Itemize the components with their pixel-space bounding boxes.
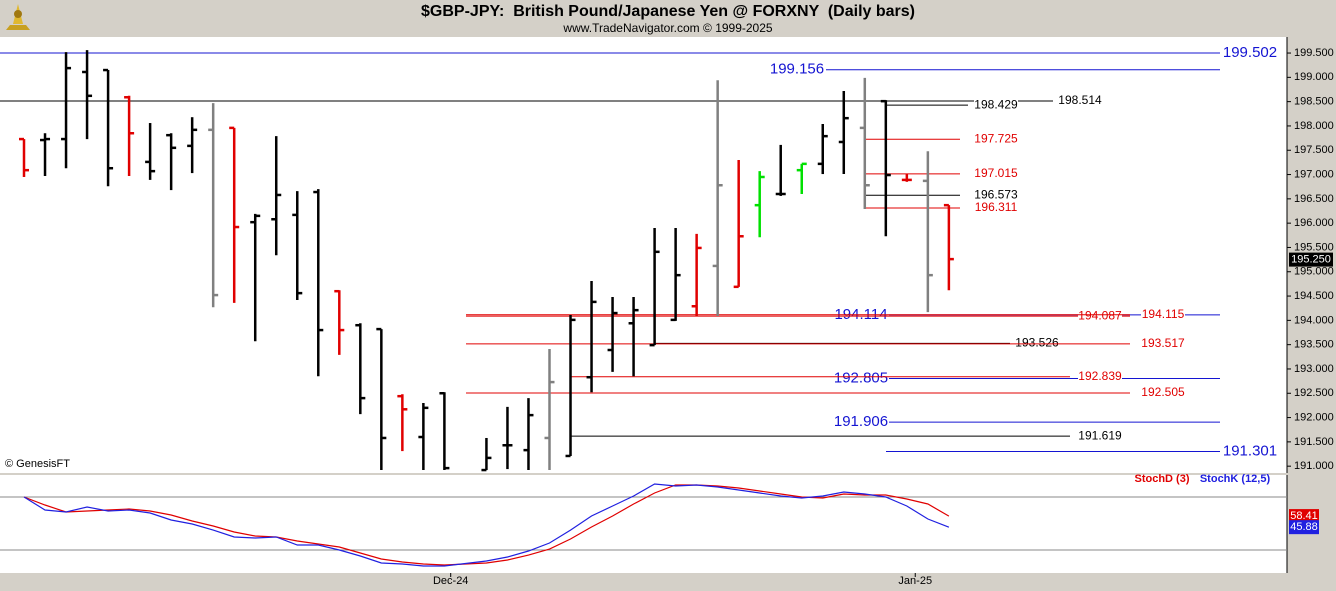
level-label: 196.573 (974, 187, 1018, 201)
price-panel (0, 37, 1287, 473)
level-label: 193.517 (1141, 336, 1185, 350)
y-tick-label: 199.500 (1294, 47, 1334, 59)
annotation: © GenesisFT (5, 458, 70, 470)
level-label: 196.311 (975, 200, 1018, 214)
level-label-bg (833, 370, 889, 387)
level-label: 192.505 (1141, 385, 1185, 399)
y-tick-label: 192.500 (1294, 387, 1334, 399)
legend-entry: StochD (3) (1135, 473, 1190, 485)
y-tick-label: 199.000 (1294, 71, 1334, 83)
level-label-bg (1141, 385, 1185, 402)
level-label: 198.514 (1058, 93, 1102, 107)
level-label: 194.087 (1078, 308, 1122, 322)
level-label-bg (769, 61, 825, 78)
level-label: 192.805 (834, 369, 888, 386)
level-label: 194.115 (1142, 307, 1185, 321)
value-label: 58.41 (1290, 510, 1318, 522)
x-tick-label: Dec-24 (433, 575, 468, 587)
y-tick-label: 192.000 (1294, 411, 1334, 423)
level-label-bg (833, 414, 889, 431)
value-label: 45.88 (1290, 521, 1318, 533)
level-label: 197.725 (974, 131, 1018, 145)
level-label-bg (1222, 443, 1278, 460)
level-label: 199.502 (1223, 44, 1277, 61)
y-tick-label: 191.000 (1294, 460, 1334, 472)
y-tick-label: 196.500 (1294, 193, 1334, 205)
level-label-bg (1078, 428, 1122, 445)
level-label: 193.526 (1015, 336, 1059, 350)
level-label: 191.906 (834, 413, 888, 430)
level-label: 199.156 (770, 61, 824, 78)
chart-subtitle: www.TradeNavigator.com © 1999-2025 (562, 21, 772, 35)
y-tick-label: 197.500 (1294, 144, 1334, 156)
level-label-bg (1222, 44, 1278, 61)
level-label-bg (974, 131, 1018, 148)
legend-entry: StochK (12,5) (1200, 473, 1271, 485)
level-label-bg (1078, 368, 1122, 385)
level-label-bg (974, 97, 1018, 114)
value-label-box (1289, 509, 1319, 524)
y-tick-label: 194.500 (1294, 290, 1334, 302)
stoch-line (23, 484, 950, 566)
y-tick-label: 195.000 (1294, 266, 1334, 278)
last-price-label: 195.250 (1291, 254, 1331, 266)
level-label: 191.301 (1223, 443, 1277, 460)
y-tick-label: 195.500 (1294, 241, 1334, 253)
y-tick-label: 194.000 (1294, 314, 1334, 326)
level-label: 198.429 (974, 97, 1018, 111)
y-tick-label: 193.000 (1294, 363, 1334, 375)
x-tick-label: Jan-25 (898, 575, 932, 587)
y-tick-label: 197.000 (1294, 168, 1334, 180)
chart-title: $GBP-JPY: British Pound/Japanese Yen @ F… (421, 3, 915, 20)
last-price-box (1289, 252, 1333, 267)
y-tick-label: 191.500 (1294, 436, 1334, 448)
level-label-bg (1078, 308, 1122, 325)
level-label: 197.015 (974, 166, 1018, 180)
level-label-bg (1141, 335, 1185, 352)
value-label-box (1289, 520, 1319, 535)
level-label: 191.619 (1078, 428, 1122, 442)
level-label-bg (1141, 306, 1185, 323)
level-label-bg (974, 187, 1018, 204)
level-label-bg (1058, 92, 1102, 109)
logo (6, 4, 30, 30)
y-tick-label: 198.000 (1294, 120, 1334, 132)
stoch-line (23, 483, 950, 567)
level-label-bg (974, 165, 1018, 182)
level-label: 192.839 (1078, 369, 1122, 383)
stoch-panel (0, 475, 1287, 573)
y-tick-label: 196.000 (1294, 217, 1334, 229)
y-tick-label: 193.500 (1294, 339, 1334, 351)
y-tick-label: 198.500 (1294, 96, 1334, 108)
level-label-bg (974, 200, 1018, 217)
